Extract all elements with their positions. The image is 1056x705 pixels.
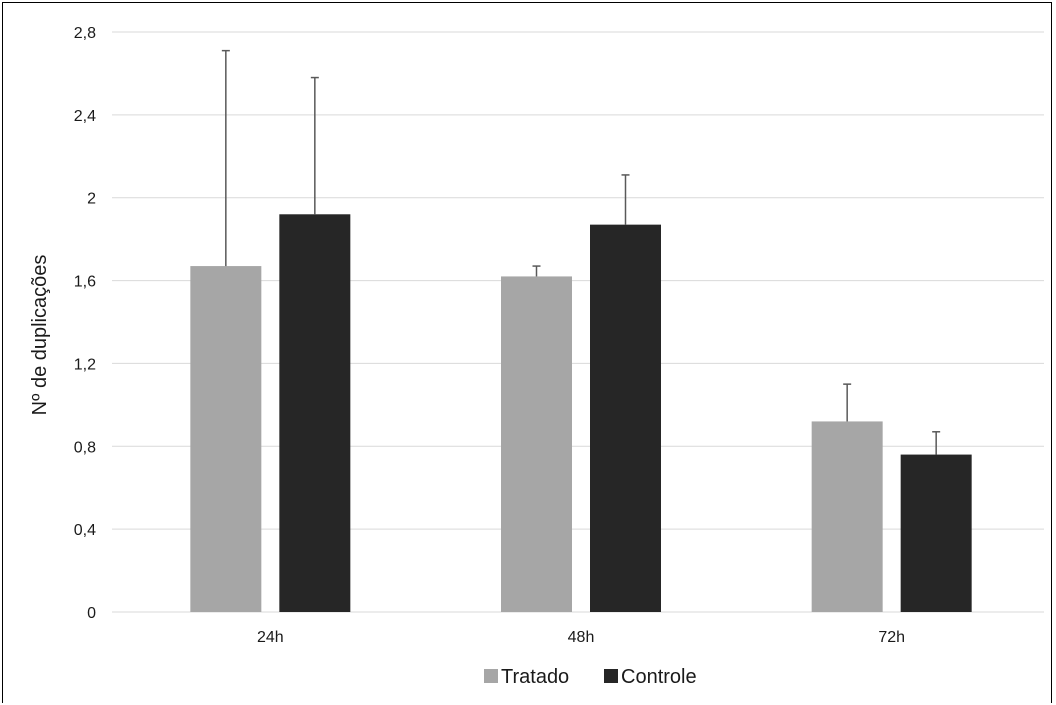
bar-controle-72h	[900, 454, 972, 612]
legend-label: Tratado	[501, 666, 569, 688]
bars	[190, 214, 972, 613]
legend-swatch	[604, 669, 618, 683]
y-tick-label: 1,6	[74, 274, 96, 291]
bar-controle-24h	[279, 214, 351, 613]
y-tick-label: 2	[87, 191, 96, 208]
bar-controle-48h	[590, 224, 661, 612]
legend-label: Controle	[621, 666, 697, 688]
legend-item-tratado: Tratado	[484, 666, 569, 688]
legend: Tratado Controle	[484, 666, 697, 688]
error-bar-tratado-24h	[221, 49, 230, 267]
y-axis-title: Nº de duplicações	[29, 255, 51, 416]
y-tick-label: 2,8	[74, 25, 96, 42]
legend-item-controle: Controle	[604, 666, 697, 688]
x-tick-label: 72h	[878, 629, 905, 646]
error-bars	[221, 49, 941, 455]
error-bar-controle-72h	[932, 431, 941, 455]
y-axis-tick-labels: 0 0,4 0,8 1,2 1,6 2 2,4 2,8	[74, 25, 96, 622]
bar-tratado-24h	[190, 266, 262, 612]
y-tick-label: 0,4	[74, 522, 96, 539]
y-tick-label: 0	[87, 605, 96, 622]
y-tick-label: 0,8	[74, 439, 96, 456]
x-tick-label: 48h	[568, 629, 595, 646]
legend-swatch	[484, 669, 498, 683]
error-bar-controle-48h	[621, 174, 630, 225]
y-tick-label: 2,4	[74, 108, 96, 125]
bar-tratado-48h	[501, 276, 572, 612]
gridlines	[112, 31, 1044, 613]
error-bar-tratado-72h	[843, 383, 852, 422]
x-axis-tick-labels: 24h 48h 72h	[257, 629, 905, 646]
bar-tratado-72h	[811, 421, 883, 612]
y-tick-label: 1,2	[74, 356, 96, 373]
x-tick-label: 24h	[257, 629, 284, 646]
error-bar-tratado-48h	[532, 265, 541, 277]
error-bar-controle-24h	[310, 76, 319, 215]
